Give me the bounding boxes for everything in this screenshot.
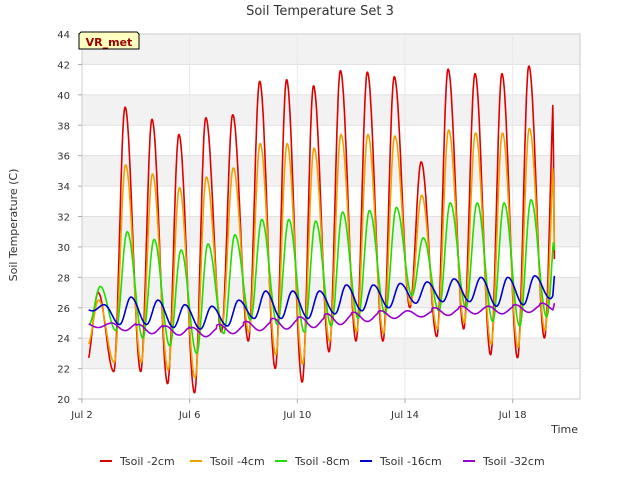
series-line-5 [88,302,556,338]
plot-band [82,125,580,156]
y-tick-label: 24 [57,334,70,345]
x-tick-label: Jul 10 [282,410,311,421]
series-line-3 [88,199,556,355]
x-tick-labels: Jul 2 Jul 6 Jul 10 Jul 14 Jul 18 [70,399,527,421]
y-tick-label: 32 [57,213,70,224]
series-line-2 [87,127,556,379]
y-tick-label: 26 [57,304,70,315]
chart-title: Soil Temperature Set 3 [246,4,394,19]
y-tick-label: 42 [57,60,70,71]
legend-label-1: Tsoil -2cm [119,455,175,468]
plot-band [82,216,580,247]
y-tick-label: 38 [57,121,70,132]
y-tick-label: 28 [57,273,70,284]
y-tick-label: 20 [57,395,70,406]
y-tick-label: 22 [57,365,70,376]
y-tick-label: 40 [57,91,70,102]
y-tick-label: 44 [57,30,70,41]
x-axis-label: Time [550,423,578,436]
x-tick-label: Jul 18 [498,410,527,421]
annotation-box-shape [78,31,140,50]
legend-label-2: Tsoil -4cm [209,455,265,468]
plot-band [82,94,580,126]
legend: Tsoil -2cm Tsoil -4cm Tsoil -8cm Tsoil -16c… [100,455,545,468]
legend-label-4: Tsoil -16cm [379,455,442,468]
annotation-box: VR_met [78,31,140,50]
series-lines [87,65,556,394]
legend-label-5: Tsoil -32cm [482,455,545,468]
annotation-label: VR_met [86,36,133,49]
x-tick-label: Jul 6 [178,410,201,421]
legend-label-3: Tsoil -8cm [294,455,350,468]
y-tick-label: 34 [57,182,70,193]
series-line-4 [88,274,556,330]
y-axis-label: Soil Temperature (C) [7,169,20,282]
plot-band [82,64,580,95]
y-tick-label: 30 [57,243,70,254]
y-tick-label: 36 [57,152,70,163]
x-tick-label: Jul 14 [390,410,419,421]
plot-band [82,246,580,278]
x-tick-label: Jul 2 [70,410,93,421]
plot-band [82,368,580,399]
plot-band [82,34,580,65]
y-tick-labels: 20 22 24 26 28 30 32 34 36 38 40 42 44 [57,30,82,406]
